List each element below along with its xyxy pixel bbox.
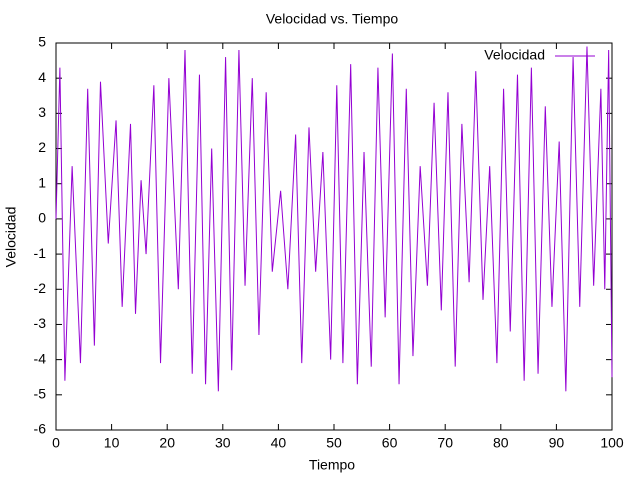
y-tick-label: -4 [34, 350, 47, 366]
y-tick-label: -3 [34, 315, 47, 331]
y-tick-label: -5 [34, 386, 47, 402]
y-axis-label: Velocidad [3, 207, 19, 268]
x-axis-label: Tiempo [309, 457, 355, 473]
y-tick-label: 0 [38, 210, 46, 226]
x-tick-label: 70 [437, 435, 453, 451]
x-tick-label: 10 [104, 435, 120, 451]
data-line [55, 46, 613, 392]
y-tick-label: 2 [38, 139, 46, 155]
x-tick-label: 20 [159, 435, 175, 451]
plot-border [55, 42, 613, 431]
y-tick-label: 4 [38, 69, 46, 85]
x-tick-label: 60 [382, 435, 398, 451]
y-tick-label: 1 [38, 174, 46, 190]
x-tick-label: 40 [271, 435, 287, 451]
x-tick-label: 80 [493, 435, 509, 451]
x-tick-label: 0 [52, 435, 60, 451]
x-tick-label: 50 [326, 435, 342, 451]
x-tick-label: 30 [215, 435, 231, 451]
y-tick-label: -1 [34, 245, 47, 261]
legend-label: Velocidad [484, 47, 545, 63]
y-tick-label: -2 [34, 280, 47, 296]
chart-title: Velocidad vs. Tiempo [266, 11, 399, 27]
y-tick-label: 3 [38, 104, 46, 120]
x-tick-label: 90 [549, 435, 565, 451]
y-tick-label: -6 [34, 421, 47, 437]
y-tick-label: 5 [38, 34, 46, 50]
x-tick-label: 100 [600, 435, 624, 451]
